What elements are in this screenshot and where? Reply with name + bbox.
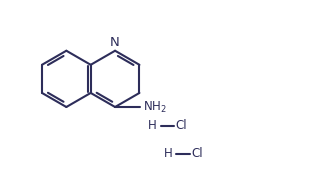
Text: Cl: Cl [176,119,187,132]
Text: N: N [110,36,120,49]
Text: Cl: Cl [192,147,203,160]
Text: H: H [148,119,157,132]
Text: NH$_2$: NH$_2$ [143,99,167,115]
Text: H: H [164,147,173,160]
